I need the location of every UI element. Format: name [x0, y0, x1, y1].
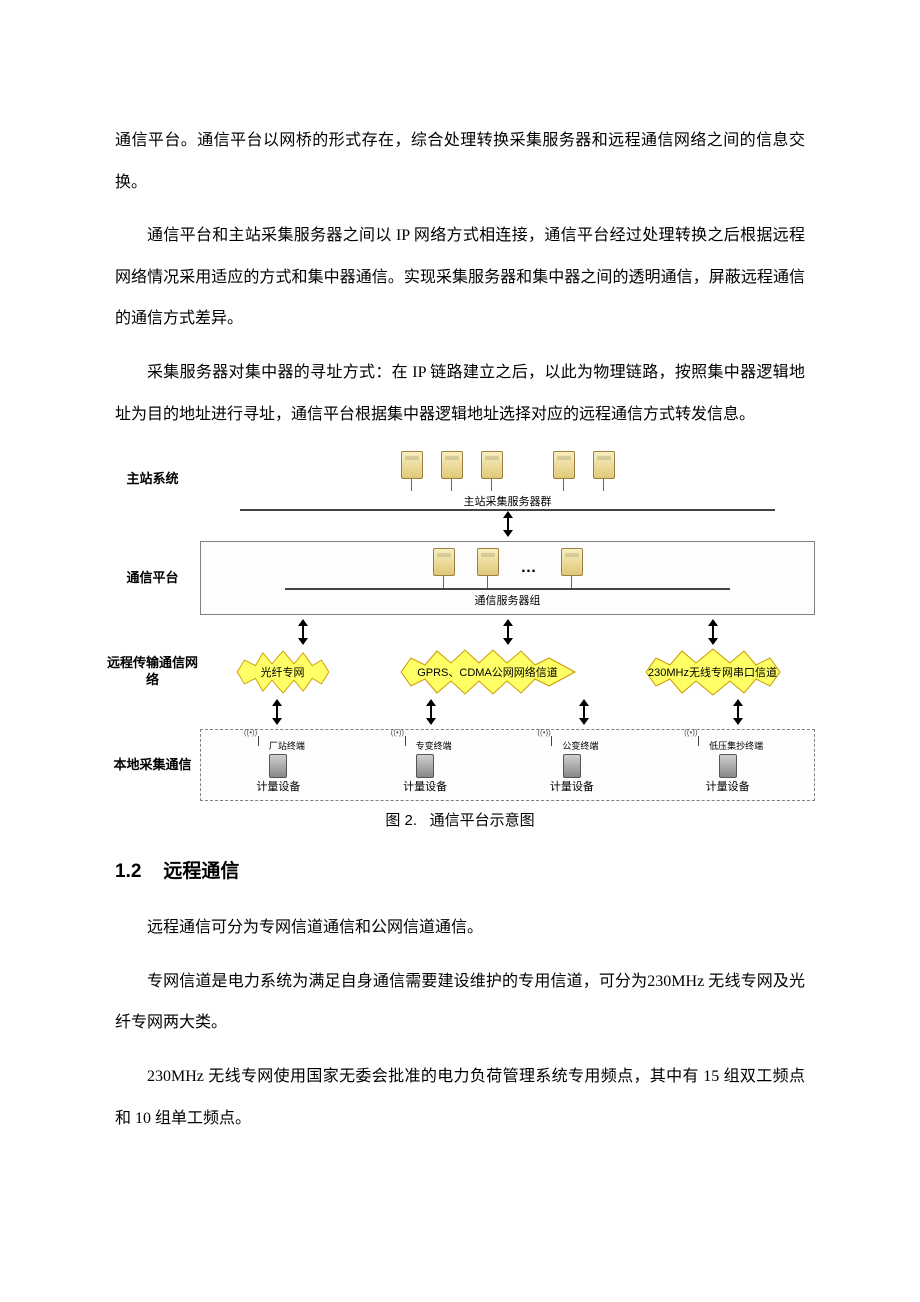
cloud-label: 230MHz无线专网串口信道 — [640, 664, 785, 680]
paragraph-5: 专网信道是电力系统为满足自身通信需要建设维护的专用信道，可分为230MHz 无线… — [115, 961, 805, 1044]
double-arrow-icon — [705, 619, 721, 645]
cloud-label: 光纤专网 — [253, 664, 313, 680]
terminal-label: 公变终端 — [562, 739, 598, 752]
paragraph-6: 230MHz 无线专网使用国家无委会批准的电力负荷管理系统专用频点，其中有 15… — [115, 1056, 805, 1139]
server-icon — [561, 548, 583, 588]
layer-comm-platform: 通信平台 … 通信服务器组 — [105, 537, 815, 619]
double-arrow-icon — [295, 619, 311, 645]
paragraph-3: 采集服务器对集中器的寻址方式：在 IP 链路建立之后，以此为物理链路，按照集中器… — [115, 352, 805, 435]
section-heading-1-2: 1.2 远程通信 — [115, 856, 805, 883]
terminal-special: 专变终端 计量设备 — [399, 736, 452, 794]
terminal-public: 公变终端 计量设备 — [545, 736, 598, 794]
server-icon — [441, 451, 463, 491]
layer-remote-network: 远程传输通信网络 光纤专网 GPRS、CDMA公网网络信道 230MHz无线专网… — [105, 645, 815, 699]
terminal-label: 厂站终端 — [269, 739, 305, 752]
antenna-icon — [692, 736, 704, 754]
local-box: 厂站终端 计量设备 专变终端 计量设备 — [200, 729, 815, 801]
meter-label: 计量设备 — [550, 778, 594, 794]
antenna-icon — [399, 736, 411, 754]
server-icon — [433, 548, 455, 588]
cloud-230mhz: 230MHz无线专网串口信道 — [638, 645, 788, 699]
double-arrow-icon — [576, 699, 592, 725]
document-page: 通信平台。通信平台以网桥的形式存在，综合处理转换采集服务器和远程通信网络之间的信… — [0, 0, 920, 1231]
double-arrow-icon — [730, 699, 746, 725]
section-title: 远程通信 — [163, 861, 239, 882]
platform-box: … 通信服务器组 — [200, 541, 815, 615]
terminal-label: 低压集抄终端 — [709, 739, 763, 752]
terminal-lowvoltage: 低压集抄终端 计量设备 — [692, 736, 763, 794]
cloud-gprs-cdma: GPRS、CDMA公网网络信道 — [393, 645, 583, 699]
device-icon — [269, 754, 287, 778]
paragraph-4: 远程通信可分为专网信道通信和公网信道通信。 — [115, 907, 805, 949]
meter-label: 计量设备 — [706, 778, 750, 794]
paragraph-2: 通信平台和主站采集服务器之间以 IP 网络方式相连接，通信平台经过处理转换之后根… — [115, 215, 805, 340]
device-icon — [563, 754, 581, 778]
terminal-plant: 厂站终端 计量设备 — [252, 736, 305, 794]
server-icon — [477, 548, 499, 588]
meter-label: 计量设备 — [403, 778, 447, 794]
arrow-row-2 — [105, 619, 815, 645]
layer-label-master: 主站系统 — [105, 471, 200, 488]
double-arrow-icon — [500, 619, 516, 645]
double-arrow-icon — [269, 699, 285, 725]
figure-caption: 图 2. 通信平台示意图 — [105, 809, 815, 830]
bus-line-icon — [285, 588, 730, 590]
layer-label-platform: 通信平台 — [105, 570, 200, 587]
server-icon — [553, 451, 575, 491]
server-icon — [401, 451, 423, 491]
double-arrow-icon — [500, 511, 516, 537]
caption-number: 图 2. — [385, 812, 417, 829]
layer-master-station: 主站系统 主站采集服务器群 — [105, 447, 815, 511]
comm-server-group-label: 通信服务器组 — [205, 592, 810, 608]
double-arrow-icon — [423, 699, 439, 725]
antenna-icon — [252, 736, 264, 754]
device-icon — [416, 754, 434, 778]
layer-label-local: 本地采集通信 — [105, 757, 200, 774]
device-icon — [719, 754, 737, 778]
server-group-label: 主站采集服务器群 — [200, 493, 815, 509]
ellipsis-icon: … — [521, 559, 539, 577]
cloud-fiber: 光纤专网 — [228, 645, 338, 699]
arrow-row-1 — [105, 511, 815, 537]
layer-local-collection: 本地采集通信 厂站终端 计量设备 专变终端 — [105, 725, 815, 805]
antenna-icon — [545, 736, 557, 754]
server-icon — [481, 451, 503, 491]
cloud-label: GPRS、CDMA公网网络信道 — [409, 664, 566, 680]
section-number: 1.2 — [115, 861, 141, 882]
terminal-label: 专变终端 — [416, 739, 452, 752]
server-icon — [593, 451, 615, 491]
paragraph-1: 通信平台。通信平台以网桥的形式存在，综合处理转换采集服务器和远程通信网络之间的信… — [115, 120, 805, 203]
arrow-row-3 — [105, 699, 815, 725]
layer-label-remote: 远程传输通信网络 — [105, 655, 200, 689]
caption-text: 通信平台示意图 — [430, 812, 535, 829]
meter-label: 计量设备 — [256, 778, 300, 794]
figure-2-diagram: 主站系统 主站采集服务器群 — [105, 447, 815, 830]
